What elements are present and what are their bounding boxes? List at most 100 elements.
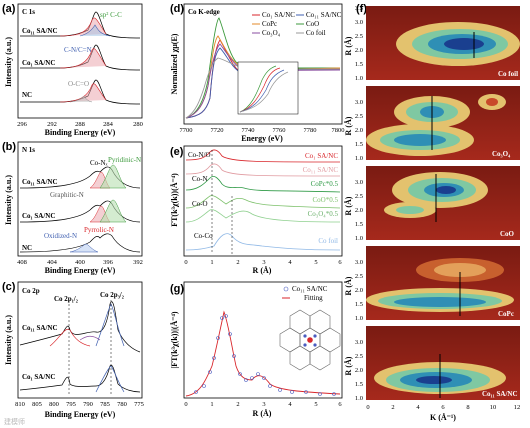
panel-b-title: N 1s (22, 146, 35, 154)
panel-a-sample-2: Co₁ SA/NC (22, 59, 55, 67)
panel-d-legend-4: CoO (306, 20, 319, 28)
panel-g: (g) Co₁₁ SA/NC Fitting (170, 281, 343, 418)
panel-f-xtick: 10 (490, 404, 497, 411)
panel-a-tag: (a) (2, 3, 16, 15)
panel-b-xtick: 404 (47, 259, 58, 266)
panel-a-xtick: 288 (75, 121, 85, 128)
panel-d-xlabel: Energy (eV) (241, 134, 283, 143)
panel-e-label-3: Co-O (192, 200, 208, 208)
panel-g-xtick: 6 (338, 401, 342, 408)
panel-f: (f) Co foil Co₃O₄ (344, 3, 520, 422)
panel-g-xtick: 0 (184, 401, 187, 408)
panel-g-xtick: 5 (314, 401, 317, 408)
panel-f-ytick: 1.5 (355, 141, 363, 148)
panel-f-xtick: 0 (366, 404, 369, 411)
panel-c-sample-1: Co₁₁ SA/NC (22, 324, 58, 332)
panel-b-xtick: 396 (103, 259, 114, 266)
panel-f-ytick: 1.0 (355, 395, 363, 402)
panel-g-ylabel: |FT(k³χ(k))|(Å⁻⁴) (170, 311, 179, 368)
panel-d-ylabel: Normalized χμ(E) (170, 33, 179, 94)
panel-e-series-5: Co₃O₄*0.5 (308, 210, 339, 218)
panel-c-ylabel: Intensity (a.u.) (4, 315, 13, 365)
panel-d-xtick: 7740 (242, 127, 255, 134)
panel-f-xtick: 8 (466, 404, 469, 411)
panel-b-ylabel: Intensity (a.u.) (4, 175, 13, 225)
panel-e-xtick: 2 (236, 259, 239, 266)
panel-c-xtick: 800 (49, 401, 59, 408)
panel-e-xtick: 0 (184, 259, 187, 266)
panel-g-tag: (g) (170, 283, 184, 295)
panel-c-xtick: 805 (32, 401, 42, 408)
panel-e-xtick: 5 (314, 259, 317, 266)
panel-b-xtick: 408 (17, 259, 27, 266)
panel-a: (a) C 1s Co₁₁ SA/NC Co₁ SA/NC NC sp² C-C… (2, 3, 143, 137)
panel-f-xtick: 12 (514, 404, 521, 411)
panel-b-xlabel: Binding Energy (eV) (45, 266, 116, 275)
panel-f-ytick: 1.0 (355, 235, 363, 242)
panel-a-sample-1: Co₁₁ SA/NC (22, 27, 58, 35)
panel-c-sample-2: Co₁ SA/NC (22, 373, 55, 381)
panel-a-xtick: 284 (103, 121, 114, 128)
panel-e-series-4: CoO*0.5 (313, 196, 339, 204)
panel-a-xlabel: Binding Energy (eV) (45, 128, 116, 137)
panel-c-xtick: 810 (15, 401, 25, 408)
panel-e-series-6: Co foil (318, 237, 338, 245)
contour-map-coo: CoO (366, 166, 520, 240)
panel-e-series-1: Co₁ SA/NC (305, 152, 338, 160)
panel-d-xtick: 7780 (304, 127, 317, 134)
panel-d-legend-5: Co₃O₄ (262, 29, 281, 37)
panel-e-xtick: 6 (338, 259, 342, 266)
panel-g-xtick: 2 (236, 401, 239, 408)
panel-f-ytick: 2.0 (355, 367, 363, 374)
panel-f-ytick: 1.5 (355, 381, 363, 388)
panel-f-ytick: 2.0 (355, 127, 363, 134)
panel-e-xtick: 1 (210, 259, 213, 266)
panel-c-anno-1: Co 2p₁/₂ (54, 295, 78, 303)
panel-f-xtick: 4 (416, 404, 420, 411)
panel-e-label-1: Co-N/O (188, 151, 211, 159)
panel-e-label-4: Co-Co (194, 232, 213, 240)
panel-d-title: Co K-edge (188, 8, 220, 16)
panel-d-legend-6: Co foil (306, 29, 326, 37)
panel-f-ytick: 3.0 (355, 179, 363, 186)
panel-f-ytick: 2.0 (355, 207, 363, 214)
panel-d-xtick: 7760 (273, 127, 286, 134)
panel-e-series-2: Co₁₁ SA/NC (303, 166, 339, 174)
panel-f-ylabel: R (Å) (344, 116, 353, 135)
panel-e: (e) Co-N/O Co-N Co-O Co-Co Co₁ SA/NC Co₁… (170, 145, 343, 275)
molecule-structure-icon (279, 309, 341, 371)
panel-b-sample-3: NC (22, 244, 32, 252)
panel-c-xtick: 785 (100, 401, 110, 408)
panel-f-ylabel: R (Å) (344, 196, 353, 215)
watermark: 建模师 (4, 417, 25, 426)
panel-b-sample-1: Co₁₁ SA/NC (22, 178, 58, 186)
panel-f-ytick: 2.5 (355, 273, 363, 280)
contour-map-co-sa-nc: Co₁₁ SA/NC (366, 326, 520, 400)
panel-g-xlabel: R (Å) (253, 409, 272, 418)
panel-a-title: C 1s (22, 8, 35, 16)
panel-d-xtick: 7700 (180, 127, 193, 134)
panel-f-ytick: 3.0 (355, 339, 363, 346)
panel-c-xtick: 795 (66, 401, 76, 408)
contour-map-label-4: CoPc (498, 310, 514, 318)
panel-a-ylabel: Intensity (a.u.) (4, 37, 13, 87)
panel-d-xtick: 7720 (211, 127, 224, 134)
panel-a-xtick: 292 (47, 121, 57, 128)
panel-a-anno-1: sp² C-C (100, 11, 122, 19)
panel-f-xtick: 2 (391, 404, 394, 411)
panel-b-xtick: 392 (133, 259, 143, 266)
panel-f-ytick: 2.5 (355, 113, 363, 120)
panel-f-ylabel: R (Å) (344, 36, 353, 55)
panel-f-ytick: 2.5 (355, 353, 363, 360)
panel-f-ytick: 1.5 (355, 221, 363, 228)
panel-e-label-2: Co-N (192, 175, 208, 183)
panel-b-anno-3: Graphitic-N (50, 191, 84, 199)
panel-f-ytick: 1.0 (355, 75, 363, 82)
panel-f-ytick: 3.0 (355, 99, 363, 106)
panel-a-anno-3: O-C=O (68, 80, 89, 88)
panel-d-legend-1: Co₁ SA/NC (262, 11, 295, 19)
panel-f-xlabel: K (Å⁻¹) (430, 413, 456, 422)
panel-d-legend-3: CoPc (262, 20, 277, 28)
panel-g-xtick: 3 (262, 401, 265, 408)
